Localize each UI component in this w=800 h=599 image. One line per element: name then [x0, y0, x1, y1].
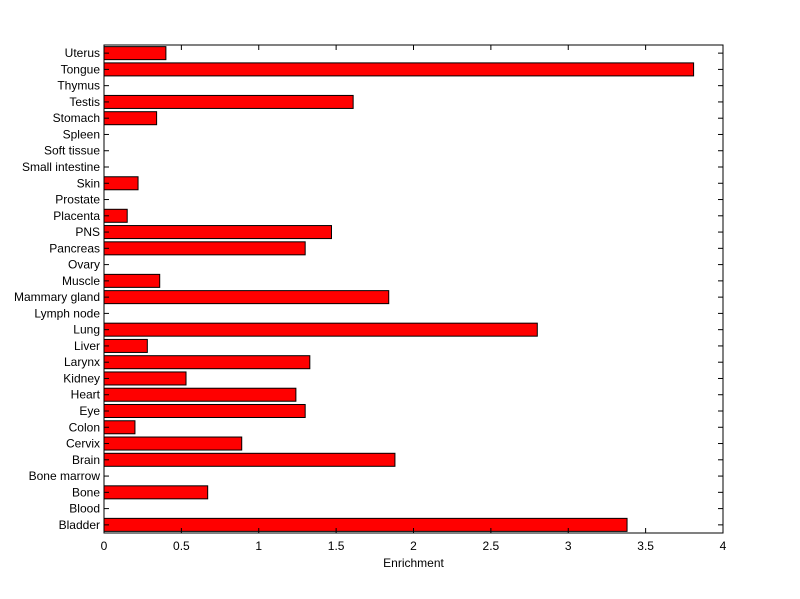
x-tick-label: 0	[101, 539, 108, 553]
category-label: Mammary gland	[14, 290, 100, 304]
x-axis-label: Enrichment	[383, 556, 444, 570]
x-tick-labels-group: 0 0.5 1 1.5 2 2.5 3 3.5 4	[101, 539, 727, 553]
x-tick-label: 1	[255, 539, 262, 553]
bar-bladder	[103, 517, 628, 532]
category-label: Heart	[71, 388, 101, 402]
category-label: Uterus	[65, 46, 100, 60]
category-label: Skin	[77, 176, 100, 190]
category-label: Placenta	[53, 209, 100, 223]
bar-mammary-gland	[103, 290, 390, 305]
bar-heart	[103, 387, 297, 402]
category-label: Muscle	[62, 274, 100, 288]
bar-brain	[103, 452, 396, 467]
category-label: Ovary	[68, 258, 100, 272]
category-label: Bladder	[59, 518, 100, 532]
bar-bone	[103, 485, 209, 500]
category-label: Eye	[79, 404, 100, 418]
bar-cervix	[103, 436, 243, 451]
category-label: Cervix	[66, 437, 100, 451]
x-tick-label: 3	[565, 539, 572, 553]
bar-uterus	[103, 46, 167, 61]
bar-larynx	[103, 355, 311, 370]
category-label: Lymph node	[34, 306, 100, 320]
category-label: Stomach	[53, 111, 100, 125]
category-label: Kidney	[63, 371, 100, 385]
bar-pancreas	[103, 241, 306, 256]
x-tick-label: 1.5	[328, 539, 345, 553]
category-label: Larynx	[64, 355, 100, 369]
category-label: Small intestine	[22, 160, 100, 174]
category-label: Liver	[74, 339, 100, 353]
bar-tongue	[103, 62, 695, 77]
category-label: Prostate	[55, 193, 100, 207]
x-tick-label: 2.5	[483, 539, 500, 553]
category-label: Lung	[73, 323, 100, 337]
category-label: Brain	[72, 453, 100, 467]
category-label: Bone marrow	[29, 469, 101, 483]
x-tick-label: 4	[720, 539, 727, 553]
category-label: Blood	[69, 502, 100, 516]
category-label: Spleen	[63, 127, 100, 141]
x-tick-label: 0.5	[173, 539, 190, 553]
bar-lung	[103, 322, 538, 337]
category-label: Thymus	[57, 79, 100, 93]
bars-group	[103, 46, 695, 532]
category-labels-group: Bladder Blood Bone Bone marrow Brain Cervix Co…	[14, 46, 101, 532]
bar-stomach	[103, 111, 158, 126]
bar-skin	[103, 176, 139, 191]
category-label: Bone	[72, 485, 100, 499]
bar-liver	[103, 338, 148, 353]
bar-pns	[103, 225, 332, 240]
category-label: Testis	[69, 95, 100, 109]
category-label: Tongue	[61, 62, 101, 76]
category-label: PNS	[75, 225, 100, 239]
category-label: Pancreas	[49, 241, 100, 255]
bar-kidney	[103, 371, 187, 386]
category-label: Soft tissue	[44, 144, 100, 158]
bar-testis	[103, 94, 354, 109]
bar-muscle	[103, 273, 161, 288]
ticks-group	[103, 45, 724, 533]
bar-eye	[103, 403, 306, 419]
x-tick-label: 3.5	[637, 539, 654, 553]
category-label: Colon	[69, 420, 100, 434]
x-tick-label: 2	[410, 539, 417, 553]
